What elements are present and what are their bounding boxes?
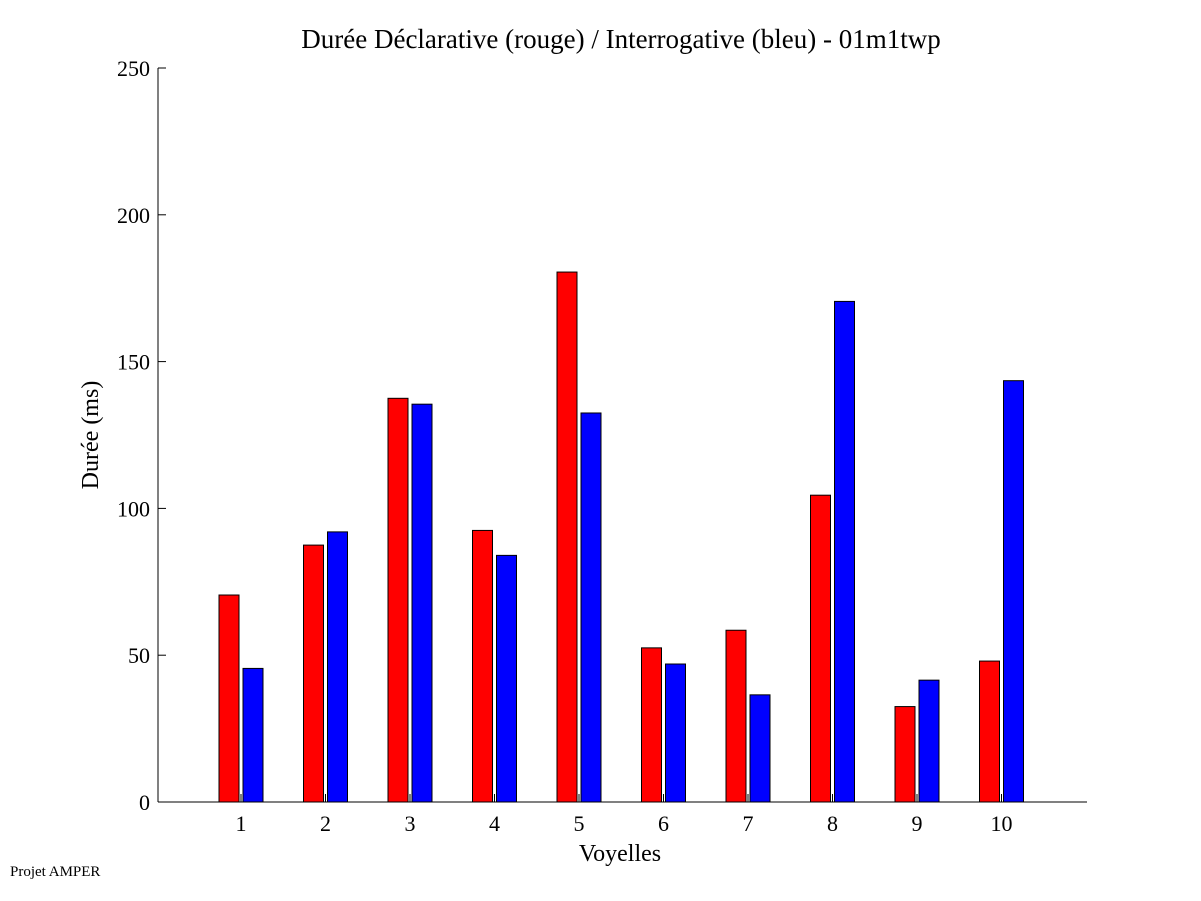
x-tick-label: 2 — [320, 811, 331, 836]
x-tick-label: 4 — [489, 811, 500, 836]
bar-declarative — [218, 594, 240, 803]
bar-declarative — [979, 660, 1000, 803]
y-tick-label: 50 — [128, 643, 150, 668]
bar-group — [218, 271, 1024, 803]
bar-interrogative — [834, 300, 855, 803]
x-tick-label: 8 — [827, 811, 838, 836]
bar-declarative — [472, 529, 493, 803]
x-tick-label: 5 — [574, 811, 585, 836]
x-tick-label: 3 — [405, 811, 416, 836]
bar-declarative — [810, 494, 831, 803]
footer-credit: Projet AMPER — [10, 864, 101, 880]
y-tick-label: 250 — [117, 56, 150, 81]
bar-declarative — [894, 706, 916, 803]
x-tick-group: 1 2 3 4 5 6 7 8 9 10 — [236, 794, 1013, 836]
bar-declarative — [387, 397, 409, 803]
chart-title: Durée Déclarative (rouge) / Interrogativ… — [301, 24, 940, 54]
y-tick-label: 100 — [117, 496, 150, 521]
x-tick-label: 6 — [658, 811, 669, 836]
bar-interrogative — [1003, 380, 1024, 803]
x-tick-label: 1 — [236, 811, 247, 836]
y-tick-label: 0 — [139, 790, 150, 815]
bar-interrogative — [918, 679, 940, 803]
bar-interrogative — [411, 403, 433, 803]
y-tick-label: 150 — [117, 350, 150, 375]
y-axis-label: Durée (ms) — [78, 381, 104, 490]
x-axis-label: Voyelles — [579, 841, 661, 867]
y-tick-group: 0 50 100 150 200 250 — [117, 56, 166, 815]
x-axis: 1 2 3 4 5 6 7 8 9 10 — [158, 794, 1087, 836]
x-tick-label: 9 — [912, 811, 923, 836]
bar-declarative — [303, 544, 324, 803]
y-tick-label: 200 — [117, 203, 150, 228]
bar-declarative — [556, 271, 578, 803]
bar-interrogative — [580, 412, 602, 803]
bar-interrogative — [665, 663, 686, 803]
bar-interrogative — [242, 667, 264, 803]
y-axis: 0 50 100 150 200 250 — [117, 56, 166, 815]
bar-interrogative — [327, 531, 348, 803]
bar-declarative — [641, 647, 662, 803]
bar-interrogative — [496, 554, 517, 803]
bar-declarative — [725, 629, 747, 803]
x-tick-label: 7 — [743, 811, 754, 836]
bar-interrogative — [749, 694, 771, 803]
x-tick-label: 10 — [991, 811, 1013, 836]
